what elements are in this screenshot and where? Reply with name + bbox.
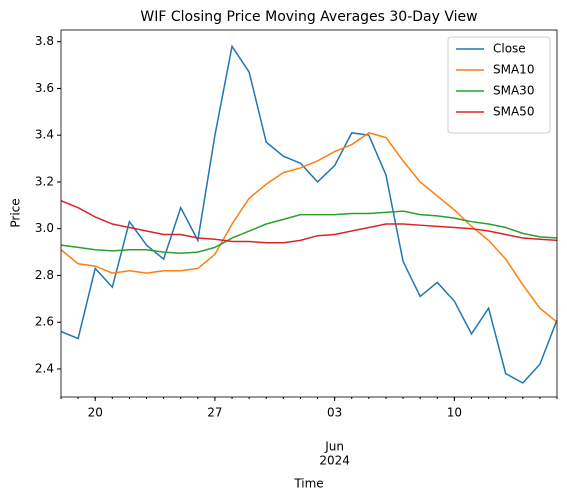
legend-label: SMA30 [493,84,534,98]
y-tick-label: 2.4 [35,361,54,375]
x-tick-label: 27 [207,406,222,420]
x-tick-secondary-label: 2024 [319,454,350,468]
y-tick-label: 2.6 [35,315,54,329]
y-tick-label: 3.0 [35,221,54,235]
series-line [61,44,557,384]
y-tick-label: 2.8 [35,268,54,282]
y-tick-label: 3.2 [35,174,54,188]
legend-box [447,36,551,134]
x-tick-secondary-label: Jun [324,440,344,454]
x-tick-label: 03 [327,406,342,420]
y-tick-label: 3.4 [35,128,54,142]
x-tick-label: 20 [88,406,103,420]
legend-label: SMA10 [493,63,534,77]
series-line [61,132,557,323]
y-tick-label: 3.8 [35,34,54,48]
legend-label: SMA50 [493,105,534,119]
chart-title: WIF Closing Price Moving Averages 30-Day… [140,9,477,25]
series-line [61,199,557,244]
y-tick-label: 3.6 [35,81,54,95]
x-axis-label: Time [293,477,323,491]
x-tick-label: 10 [447,406,462,420]
legend-label: Close [493,42,526,56]
y-axis-label: Price [9,198,23,227]
plot-frame [60,29,558,398]
series-line [61,210,557,254]
